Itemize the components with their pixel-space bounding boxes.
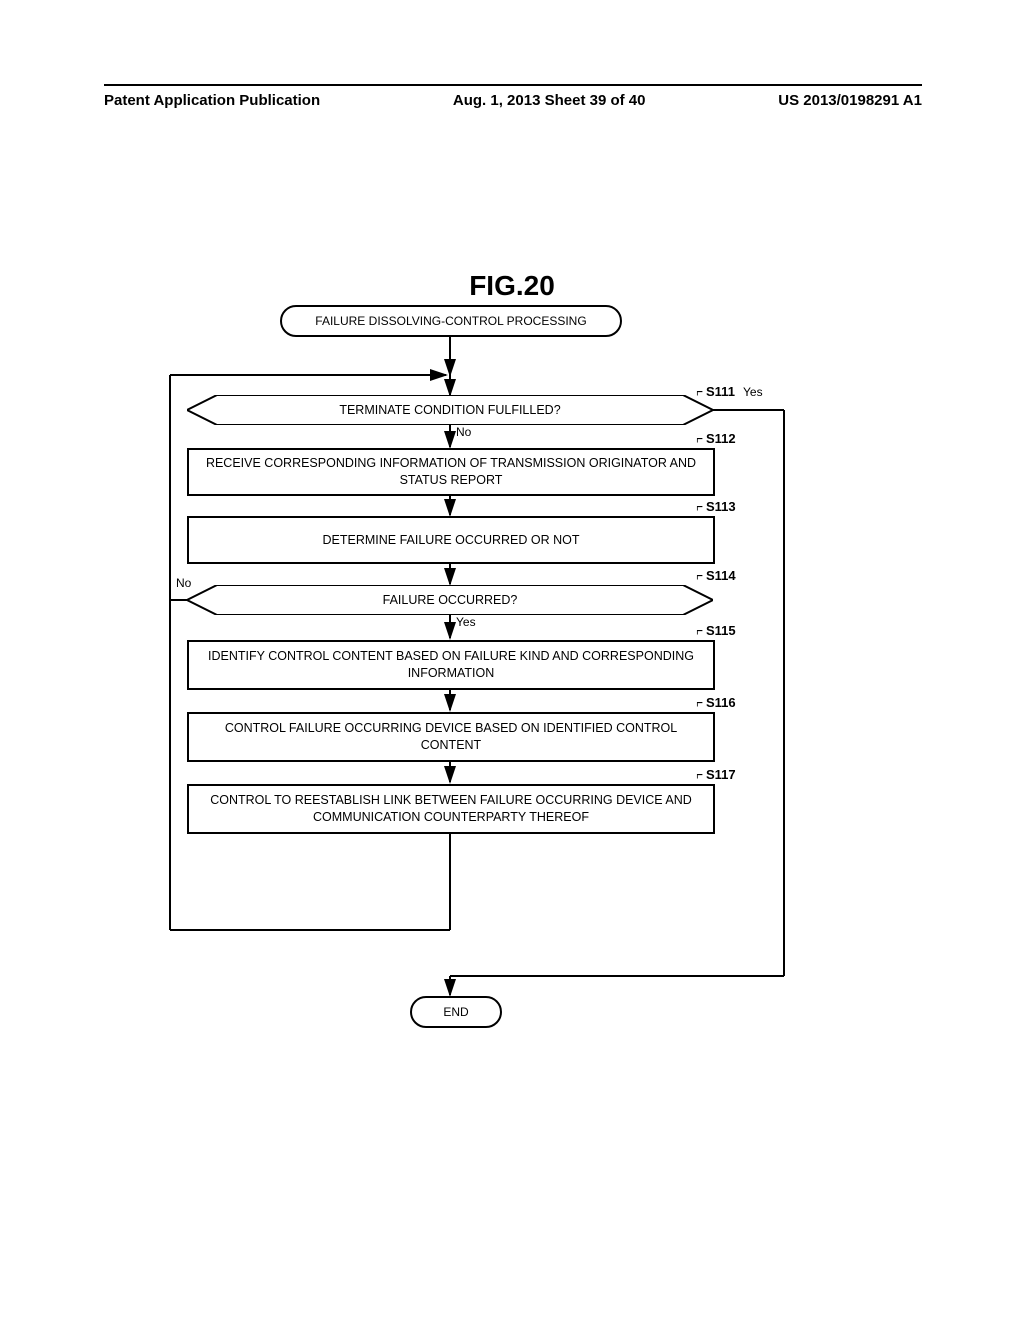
- step-label-s112: S112: [706, 431, 736, 446]
- process-s116: CONTROL FAILURE OCCURRING DEVICE BASED O…: [187, 712, 715, 762]
- process-s116-text: CONTROL FAILURE OCCURRING DEVICE BASED O…: [199, 720, 703, 754]
- bracket-icon: ⌐: [696, 623, 703, 641]
- no-label-s114: No: [176, 576, 191, 590]
- end-terminal: END: [410, 996, 502, 1028]
- header-left: Patent Application Publication: [104, 92, 320, 109]
- bracket-icon: ⌐: [696, 568, 703, 586]
- decision-s114: FAILURE OCCURRED?: [187, 585, 713, 615]
- step-label-s115: S115: [706, 623, 736, 638]
- process-s113: DETERMINE FAILURE OCCURRED OR NOT: [187, 516, 715, 564]
- process-s115: IDENTIFY CONTROL CONTENT BASED ON FAILUR…: [187, 640, 715, 690]
- step-label-s113: S113: [706, 499, 736, 514]
- header-center: Aug. 1, 2013 Sheet 39 of 40: [453, 92, 646, 109]
- process-s117: CONTROL TO REESTABLISH LINK BETWEEN FAIL…: [187, 784, 715, 834]
- start-terminal: FAILURE DISSOLVING-CONTROL PROCESSING: [280, 305, 622, 337]
- bracket-icon: ⌐: [696, 695, 703, 713]
- process-s113-text: DETERMINE FAILURE OCCURRED OR NOT: [323, 532, 580, 549]
- end-terminal-label: END: [443, 1005, 468, 1019]
- no-label-s111: No: [456, 425, 471, 439]
- bracket-icon: ⌐: [696, 431, 703, 449]
- process-s115-text: IDENTIFY CONTROL CONTENT BASED ON FAILUR…: [199, 648, 703, 682]
- process-s117-text: CONTROL TO REESTABLISH LINK BETWEEN FAIL…: [199, 792, 703, 826]
- bracket-icon: ⌐: [696, 767, 703, 785]
- bracket-icon: ⌐: [696, 499, 703, 517]
- step-label-s116: S116: [706, 695, 736, 710]
- page-header: Patent Application Publication Aug. 1, 2…: [104, 84, 922, 109]
- decision-s111: TERMINATE CONDITION FULFILLED?: [187, 395, 713, 425]
- start-terminal-label: FAILURE DISSOLVING-CONTROL PROCESSING: [315, 314, 586, 328]
- process-s112: RECEIVE CORRESPONDING INFORMATION OF TRA…: [187, 448, 715, 496]
- decision-s111-text: TERMINATE CONDITION FULFILLED?: [339, 403, 560, 417]
- figure-title: FIG.20: [0, 270, 1024, 302]
- step-label-s114: S114: [706, 568, 736, 583]
- step-label-s111: S111: [706, 384, 735, 399]
- flowchart-diagram: FAILURE DISSOLVING-CONTROL PROCESSING TE…: [150, 300, 790, 1030]
- yes-label-s114: Yes: [456, 615, 476, 629]
- step-label-s117: S117: [706, 767, 736, 782]
- decision-s114-text: FAILURE OCCURRED?: [383, 593, 518, 607]
- yes-label-s111: Yes: [743, 385, 763, 399]
- page: Patent Application Publication Aug. 1, 2…: [0, 0, 1024, 1320]
- process-s112-text: RECEIVE CORRESPONDING INFORMATION OF TRA…: [199, 455, 703, 489]
- header-right: US 2013/0198291 A1: [778, 92, 922, 109]
- bracket-icon: ⌐: [696, 384, 703, 402]
